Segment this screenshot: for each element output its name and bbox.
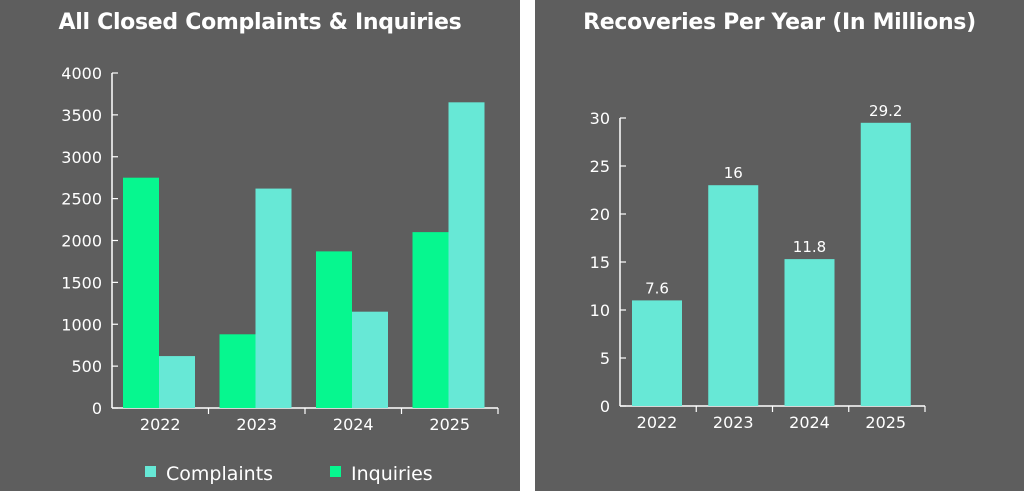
x-tick-label: 2023: [713, 413, 754, 432]
x-tick-label: 2024: [789, 413, 830, 432]
bar-inquiries-2022: [123, 177, 159, 408]
y-tick-label: 4000: [61, 64, 102, 83]
legend-label-complaints: Complaints: [166, 463, 273, 485]
bar-inquiries-2025: [412, 232, 449, 408]
bar-complaints-2024: [352, 311, 388, 408]
bar-recoveries-2023: [708, 185, 759, 406]
y-tick-label: 1500: [61, 273, 102, 292]
bar-inquiries-2023: [219, 334, 256, 408]
data-label: 29.2: [869, 102, 902, 120]
x-tick-label: 2025: [865, 413, 906, 432]
bar-complaints-2023: [255, 188, 292, 408]
y-tick-label: 0: [600, 397, 610, 416]
legend-label-inquiries: Inquiries: [351, 463, 433, 485]
bar-recoveries-2024: [784, 259, 835, 406]
legend-swatch-inquiries: [330, 466, 341, 477]
x-tick-label: 2024: [333, 415, 374, 434]
y-tick-label: 500: [71, 357, 102, 376]
bar-complaints-2025: [448, 102, 485, 408]
x-tick-label: 2025: [429, 415, 470, 434]
x-tick-label: 2022: [637, 413, 678, 432]
y-tick-label: 25: [590, 157, 610, 176]
y-tick-label: 5: [600, 349, 610, 368]
complaints-chart: 0 500 1000 1500 2000 2500 3000 3500 4000 2022 2023…: [61, 64, 499, 485]
y-tick-label: 15: [590, 253, 610, 272]
recoveries-chart-title: Recoveries Per Year (In Millions): [583, 10, 976, 35]
data-label: 16: [724, 164, 743, 182]
y-tick-label: 20: [590, 205, 610, 224]
y-tick-label: 10: [590, 301, 610, 320]
x-tick-label: 2023: [236, 415, 277, 434]
recoveries-chart-panel: Recoveries Per Year (In Millions) 0 5 10 15…: [535, 0, 1024, 491]
bar-complaints-2022: [159, 356, 195, 408]
y-tick-label: 3500: [61, 106, 102, 125]
y-tick-label: 2000: [61, 232, 102, 251]
bar-recoveries-2022: [632, 300, 682, 406]
complaints-chart-panel: All Closed Complaints & Inquiries 0 500 10…: [0, 0, 520, 491]
complaints-chart-title: All Closed Complaints & Inquiries: [58, 10, 462, 35]
data-label: 11.8: [793, 238, 826, 256]
y-tick-label: 1000: [61, 315, 102, 334]
recoveries-chart: 0510152025307.6202216202311.8202429.2202…: [590, 102, 926, 432]
y-tick-label: 2500: [61, 190, 102, 209]
x-tick-label: 2022: [140, 415, 181, 434]
y-tick-label: 0: [92, 399, 102, 418]
y-tick-label: 30: [590, 109, 610, 128]
bar-recoveries-2025: [860, 122, 911, 407]
y-tick-label: 3000: [61, 148, 102, 167]
bar-inquiries-2024: [316, 251, 352, 408]
legend-swatch-complaints: [145, 466, 156, 477]
data-label: 7.6: [645, 279, 669, 297]
